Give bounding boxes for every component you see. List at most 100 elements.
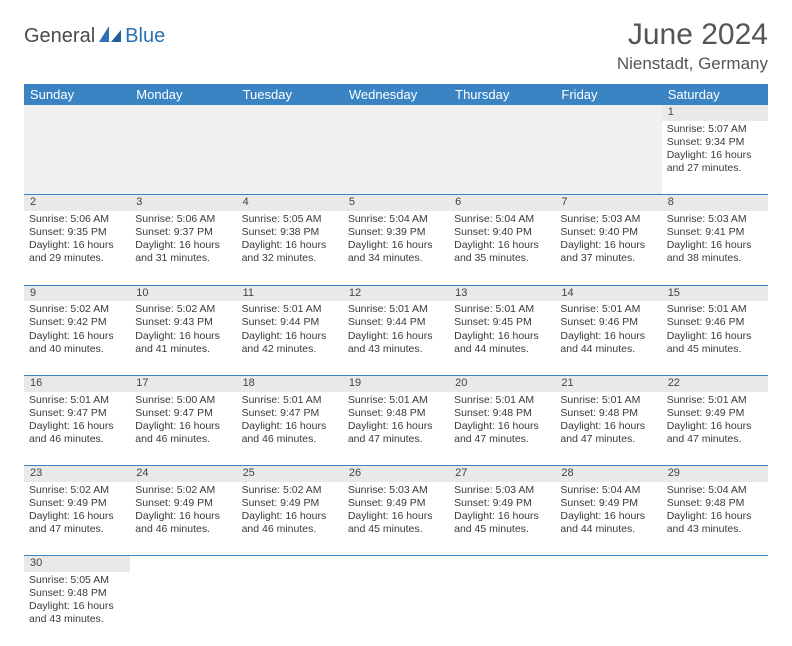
sunset-text: Sunset: 9:48 PM (348, 407, 444, 420)
day-number: 19 (349, 377, 361, 389)
day-cell: Sunrise: 5:01 AMSunset: 9:47 PMDaylight:… (237, 392, 343, 466)
sunset-text: Sunset: 9:38 PM (242, 226, 338, 239)
day-number: 12 (349, 287, 361, 299)
daylight-text: Daylight: 16 hours and 34 minutes. (348, 239, 444, 265)
day-number: 3 (136, 196, 142, 208)
daylight-text: Daylight: 16 hours and 27 minutes. (667, 149, 763, 175)
day-number: 26 (349, 467, 361, 479)
day-number-cell: 18 (237, 375, 343, 391)
daylight-text: Daylight: 16 hours and 31 minutes. (135, 239, 231, 265)
daylight-text: Daylight: 16 hours and 41 minutes. (135, 330, 231, 356)
day-cell: Sunrise: 5:03 AMSunset: 9:40 PMDaylight:… (555, 211, 661, 285)
day-number-row: 9101112131415 (24, 285, 768, 301)
day-cell: Sunrise: 5:03 AMSunset: 9:41 PMDaylight:… (662, 211, 768, 285)
day-cell (237, 121, 343, 195)
daylight-text: Daylight: 16 hours and 44 minutes. (454, 330, 550, 356)
daylight-text: Daylight: 16 hours and 42 minutes. (242, 330, 338, 356)
daylight-text: Daylight: 16 hours and 38 minutes. (667, 239, 763, 265)
day-number: 9 (30, 287, 36, 299)
sunrise-text: Sunrise: 5:04 AM (667, 484, 763, 497)
week-row: Sunrise: 5:01 AMSunset: 9:47 PMDaylight:… (24, 392, 768, 466)
sunset-text: Sunset: 9:34 PM (667, 136, 763, 149)
day-header: Friday (555, 84, 661, 105)
sunrise-text: Sunrise: 5:04 AM (348, 213, 444, 226)
day-number-cell: 6 (449, 195, 555, 211)
day-number-cell: 11 (237, 285, 343, 301)
sunrise-text: Sunrise: 5:01 AM (560, 303, 656, 316)
day-header: Sunday (24, 84, 130, 105)
month-title: June 2024 (617, 18, 768, 52)
sunset-text: Sunset: 9:45 PM (454, 316, 550, 329)
logo-text-general: General (24, 25, 95, 48)
day-number-cell: 13 (449, 285, 555, 301)
daylight-text: Daylight: 16 hours and 47 minutes. (29, 510, 125, 536)
day-cell: Sunrise: 5:04 AMSunset: 9:48 PMDaylight:… (662, 482, 768, 556)
day-number-cell: 14 (555, 285, 661, 301)
day-number: 2 (30, 196, 36, 208)
day-number-row: 1 (24, 105, 768, 121)
day-number: 24 (136, 467, 148, 479)
daylight-text: Daylight: 16 hours and 47 minutes. (348, 420, 444, 446)
sunset-text: Sunset: 9:49 PM (242, 497, 338, 510)
sunrise-text: Sunrise: 5:03 AM (667, 213, 763, 226)
day-cell: Sunrise: 5:01 AMSunset: 9:46 PMDaylight:… (662, 301, 768, 375)
day-number: 17 (136, 377, 148, 389)
sunrise-text: Sunrise: 5:01 AM (242, 303, 338, 316)
day-number: 30 (30, 557, 42, 569)
day-number: 14 (561, 287, 573, 299)
day-number-cell: 27 (449, 466, 555, 482)
day-number-cell: 25 (237, 466, 343, 482)
day-number-cell: 9 (24, 285, 130, 301)
day-number-row: 16171819202122 (24, 375, 768, 391)
day-number-cell: 26 (343, 466, 449, 482)
day-cell: Sunrise: 5:00 AMSunset: 9:47 PMDaylight:… (130, 392, 236, 466)
day-number-cell (662, 556, 768, 572)
day-number: 4 (243, 196, 249, 208)
day-number-cell (343, 556, 449, 572)
day-header: Wednesday (343, 84, 449, 105)
logo-sail-icon (97, 24, 123, 49)
sunrise-text: Sunrise: 5:01 AM (667, 394, 763, 407)
day-cell: Sunrise: 5:01 AMSunset: 9:45 PMDaylight:… (449, 301, 555, 375)
daylight-text: Daylight: 16 hours and 43 minutes. (667, 510, 763, 536)
day-number: 13 (455, 287, 467, 299)
daylight-text: Daylight: 16 hours and 37 minutes. (560, 239, 656, 265)
sunset-text: Sunset: 9:37 PM (135, 226, 231, 239)
day-cell: Sunrise: 5:01 AMSunset: 9:48 PMDaylight:… (555, 392, 661, 466)
daylight-text: Daylight: 16 hours and 47 minutes. (560, 420, 656, 446)
day-number: 21 (561, 377, 573, 389)
day-number: 22 (668, 377, 680, 389)
daylight-text: Daylight: 16 hours and 43 minutes. (348, 330, 444, 356)
day-number-cell: 22 (662, 375, 768, 391)
daylight-text: Daylight: 16 hours and 45 minutes. (667, 330, 763, 356)
calendar-table: Sunday Monday Tuesday Wednesday Thursday… (24, 84, 768, 646)
sunrise-text: Sunrise: 5:01 AM (454, 303, 550, 316)
sunset-text: Sunset: 9:48 PM (560, 407, 656, 420)
logo-text-blue: Blue (125, 25, 165, 48)
day-number-cell: 29 (662, 466, 768, 482)
daylight-text: Daylight: 16 hours and 32 minutes. (242, 239, 338, 265)
week-row: Sunrise: 5:06 AMSunset: 9:35 PMDaylight:… (24, 211, 768, 285)
day-number-cell (343, 105, 449, 121)
day-number: 27 (455, 467, 467, 479)
title-block: June 2024 Nienstadt, Germany (617, 18, 768, 74)
location: Nienstadt, Germany (617, 54, 768, 74)
sunrise-text: Sunrise: 5:03 AM (348, 484, 444, 497)
day-number-row: 23242526272829 (24, 466, 768, 482)
day-cell: Sunrise: 5:01 AMSunset: 9:46 PMDaylight:… (555, 301, 661, 375)
sunset-text: Sunset: 9:46 PM (667, 316, 763, 329)
day-cell (555, 572, 661, 646)
sunset-text: Sunset: 9:44 PM (348, 316, 444, 329)
daylight-text: Daylight: 16 hours and 47 minutes. (667, 420, 763, 446)
daylight-text: Daylight: 16 hours and 35 minutes. (454, 239, 550, 265)
day-cell: Sunrise: 5:04 AMSunset: 9:40 PMDaylight:… (449, 211, 555, 285)
day-header: Saturday (662, 84, 768, 105)
day-number-cell (449, 556, 555, 572)
day-number-cell: 24 (130, 466, 236, 482)
day-number: 16 (30, 377, 42, 389)
daylight-text: Daylight: 16 hours and 46 minutes. (242, 510, 338, 536)
sunrise-text: Sunrise: 5:01 AM (667, 303, 763, 316)
day-number-row: 30 (24, 556, 768, 572)
day-cell: Sunrise: 5:01 AMSunset: 9:44 PMDaylight:… (343, 301, 449, 375)
day-number-cell: 4 (237, 195, 343, 211)
